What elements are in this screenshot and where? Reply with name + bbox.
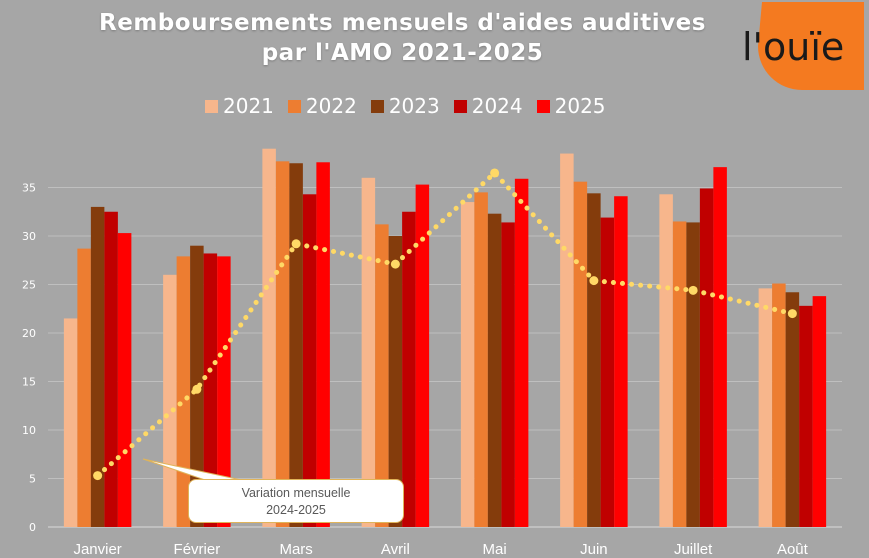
- legend-label: 2021: [223, 94, 274, 118]
- bar-2022: [375, 224, 389, 528]
- bar-2024: [501, 222, 515, 528]
- bar-2025: [316, 162, 330, 527]
- variation-line: [95, 169, 795, 479]
- line-annotation-callout: Variation mensuelle 2024-2025: [188, 479, 404, 523]
- y-tick-label: 20: [22, 327, 36, 340]
- chart-title: Remboursements mensuels d'aides auditive…: [0, 8, 805, 68]
- bar-2023: [90, 206, 105, 527]
- logo-badge-shape: [758, 2, 864, 90]
- legend-label: 2023: [388, 94, 440, 118]
- variation-point: [93, 471, 103, 481]
- bar-2025: [117, 233, 132, 527]
- bar-2021: [163, 274, 177, 527]
- bar-2024: [799, 305, 813, 527]
- bar-2021: [262, 148, 276, 527]
- bar-2023: [686, 222, 700, 528]
- x-tick-label: Juin: [580, 541, 608, 558]
- legend-item-2022: 2022: [287, 94, 357, 118]
- bar-2021: [63, 318, 78, 527]
- legend-item-2023: 2023: [370, 94, 440, 118]
- bar-2021: [361, 177, 376, 528]
- variation-point: [291, 239, 301, 249]
- legend-item-2025: 2025: [536, 94, 606, 118]
- legend-label: 2024: [471, 94, 523, 118]
- x-tick-label: Avril: [381, 541, 410, 558]
- bar-2024: [203, 253, 218, 527]
- callout-line-2: 2024-2025: [266, 503, 326, 517]
- bar-2024: [302, 194, 317, 528]
- x-tick-label: Août: [777, 541, 809, 558]
- bar-2024: [699, 188, 714, 527]
- y-tick-label: 15: [22, 376, 36, 389]
- y-tick-label: 5: [29, 473, 36, 486]
- bar-2022: [672, 221, 687, 527]
- variation-point: [390, 259, 400, 269]
- variation-point: [589, 276, 599, 286]
- chart-title-line-2: par l'AMO 2021-2025: [261, 40, 544, 66]
- legend-swatch: [536, 99, 550, 113]
- bar-2025: [614, 196, 628, 528]
- legend-label: 2025: [554, 94, 606, 118]
- bar-2022: [474, 192, 488, 527]
- y-tick-label: 30: [22, 230, 36, 243]
- y-tick-label: 0: [29, 521, 36, 534]
- bar-2022: [275, 161, 290, 527]
- legend-item-2021: 2021: [205, 94, 274, 118]
- bar-2025: [217, 256, 231, 527]
- legend-swatch: [453, 99, 467, 113]
- bar-2025: [713, 167, 727, 527]
- bar-2023: [289, 163, 303, 527]
- bar-2021: [460, 202, 475, 528]
- x-tick-label: Mai: [483, 541, 507, 558]
- bar-2022: [77, 248, 91, 528]
- bar-2021: [758, 288, 773, 527]
- x-tick-label: Février: [174, 541, 221, 558]
- chart-title-line-1: Remboursements mensuels d'aides auditive…: [99, 10, 706, 36]
- bar-2025: [514, 178, 529, 527]
- bar-2025: [415, 184, 430, 527]
- x-tick-label: Mars: [279, 541, 312, 558]
- legend-swatch: [287, 99, 301, 113]
- legend-swatch: [205, 99, 218, 113]
- variation-point: [688, 285, 698, 295]
- bar-2021: [659, 194, 673, 528]
- bar-2024: [104, 211, 118, 527]
- y-tick-label: 35: [22, 182, 36, 195]
- bar-2023: [785, 292, 800, 527]
- bar-2023: [388, 236, 403, 527]
- y-tick-label: 25: [22, 279, 36, 292]
- bar-2024: [402, 211, 416, 527]
- brand-logo: l'ouïe: [742, 2, 864, 90]
- chart-legend: 2021 2022 2023 2024 2025: [205, 94, 606, 118]
- bar-2023: [487, 213, 502, 527]
- bar-2025: [812, 296, 827, 527]
- logo-text: l'ouïe: [742, 25, 844, 69]
- legend-item-2024: 2024: [453, 94, 523, 118]
- bar-2024: [600, 217, 615, 527]
- y-tick-label: 10: [22, 424, 36, 437]
- x-tick-label: Juillet: [674, 541, 713, 558]
- bar-2022: [176, 256, 191, 527]
- variation-point: [490, 168, 500, 178]
- bar-2022: [573, 181, 588, 527]
- variation-point: [787, 309, 797, 319]
- bar-2021: [560, 153, 574, 528]
- bar-2022: [772, 283, 786, 527]
- legend-swatch: [370, 99, 384, 113]
- bar-2023: [587, 193, 601, 527]
- variation-point: [192, 384, 202, 394]
- x-tick-label: Janvier: [73, 541, 121, 558]
- callout-line-1: Variation mensuelle: [241, 486, 351, 500]
- legend-label: 2022: [305, 94, 357, 118]
